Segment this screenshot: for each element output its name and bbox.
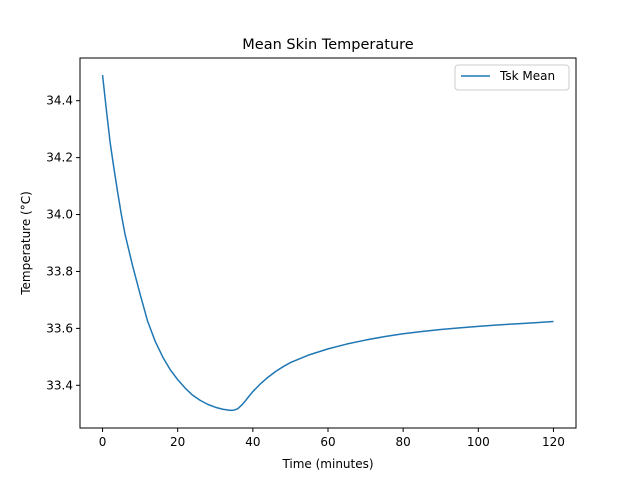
y-tick-label: 34.2 bbox=[46, 151, 73, 165]
x-axis-label: Time (minutes) bbox=[281, 457, 373, 471]
y-axis-ticks: 33.4 33.6 33.8 34.0 34.2 34.4 bbox=[46, 94, 80, 392]
x-tick-label: 60 bbox=[320, 435, 335, 449]
x-tick-label: 20 bbox=[170, 435, 185, 449]
y-tick-label: 33.4 bbox=[46, 378, 73, 392]
y-axis-label: Temperature (°C) bbox=[19, 191, 33, 296]
y-tick-label: 34.4 bbox=[46, 94, 73, 108]
y-tick-label: 33.6 bbox=[46, 321, 73, 335]
series-line-tsk-mean bbox=[101, 74, 554, 412]
legend-box bbox=[454, 64, 570, 91]
legend: Tsk Mean bbox=[454, 64, 570, 91]
y-tick-label: 34.0 bbox=[46, 208, 73, 222]
x-tick-label: 80 bbox=[396, 435, 411, 449]
x-axis-ticks: 0 20 40 60 80 100 120 bbox=[99, 428, 565, 449]
x-tick-label: 0 bbox=[99, 435, 107, 449]
legend-label-tsk-mean: Tsk Mean bbox=[499, 69, 555, 83]
chart-title: Mean Skin Temperature bbox=[242, 37, 413, 53]
x-tick-label: 40 bbox=[245, 435, 260, 449]
x-tick-label: 100 bbox=[467, 435, 490, 449]
y-tick-label: 33.8 bbox=[46, 264, 73, 278]
plot-area-frame bbox=[79, 57, 577, 429]
x-tick-label: 120 bbox=[542, 435, 565, 449]
